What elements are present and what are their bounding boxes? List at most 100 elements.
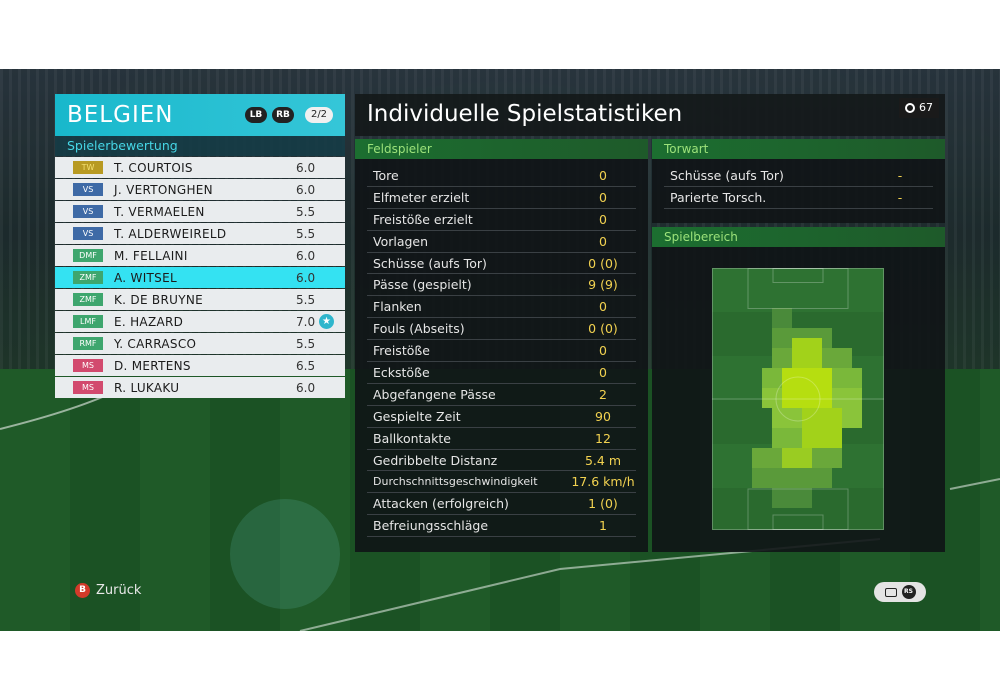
stat-row: Pässe (gespielt) 9 (9) [367, 274, 636, 297]
player-rating: 6.5 [296, 358, 316, 373]
stat-label: Schüsse (aufs Tor) [670, 167, 784, 183]
stat-row: Elfmeter erzielt 0 [367, 187, 636, 209]
stat-label: Elfmeter erzielt [373, 189, 470, 205]
position-badge: RMF [73, 337, 103, 350]
player-rating: 6.0 [296, 182, 316, 197]
player-row[interactable]: MS R. LUKAKU 6.0 [55, 377, 345, 398]
stat-label: Pässe (gespielt) [373, 277, 472, 293]
stat-value: 0 (0) [588, 255, 618, 271]
chat-control[interactable]: RS [874, 582, 926, 602]
stat-label: Fouls (Abseits) [373, 321, 465, 337]
stat-row: Fouls (Abseits) 0 (0) [367, 318, 636, 341]
stat-row: Tore 0 [367, 165, 636, 187]
stat-value: 0 (0) [588, 321, 618, 337]
stat-value: 12 [595, 430, 611, 446]
position-badge: VS [73, 205, 103, 218]
stat-row: Gedribbelte Distanz 5.4 m [367, 450, 636, 472]
stat-value: 5.4 m [584, 452, 622, 468]
player-row[interactable]: RMF Y. CARRASCO 5.5 [55, 333, 345, 354]
stat-row: Schüsse (aufs Tor) 0 (0) [367, 253, 636, 275]
position-badge: VS [73, 183, 103, 196]
stat-value: 0 [599, 299, 607, 315]
stat-value: 0 [599, 233, 607, 249]
player-row[interactable]: VS T. ALDERWEIRELD 5.5 [55, 223, 345, 244]
rb-button-icon[interactable]: RB [272, 107, 294, 123]
stat-row: Schüsse (aufs Tor) - [664, 165, 933, 187]
lb-button-icon[interactable]: LB [245, 107, 267, 123]
stat-label: Flanken [373, 299, 422, 315]
player-rating: 5.5 [296, 336, 316, 351]
player-name: E. HAZARD [114, 314, 184, 329]
player-rating: 6.0 [296, 380, 316, 395]
stat-label: Parierte Torsch. [670, 189, 767, 205]
stat-label: Ballkontakte [373, 430, 451, 446]
match-timer: 67 [899, 98, 939, 118]
stat-row: Gespielte Zeit 90 [367, 406, 636, 428]
stat-value: - [897, 189, 903, 205]
stat-value: 0 [599, 343, 607, 359]
player-row[interactable]: DMF M. FELLAINI 6.0 [55, 245, 345, 266]
player-name: T. ALDERWEIRELD [114, 226, 227, 241]
player-list: TW T. COURTOIS 6.0 VS J. VERTONGHEN 6.0 VS T. V… [55, 157, 345, 398]
stat-value: 0 [599, 211, 607, 227]
player-rating-title: Spielerbewertung [55, 136, 345, 156]
timer-value: 67 [919, 101, 933, 114]
player-row[interactable]: VS T. VERMAELEN 5.5 [55, 201, 345, 222]
stat-value: 17.6 km/h [571, 474, 635, 490]
position-badge: MS [73, 381, 103, 394]
player-name: K. DE BRUYNE [114, 292, 203, 307]
play-area-section: Spielbereich [652, 227, 945, 552]
stat-label: Freistöße erzielt [373, 211, 473, 227]
stat-label: Gedribbelte Distanz [373, 452, 498, 468]
team-panel: BELGIEN LB RB 2/2 Spielerbewertung TW T. … [55, 94, 345, 398]
back-button[interactable]: B Zurück [75, 583, 141, 598]
stats-title: Individuelle Spielstatistiken [367, 101, 683, 127]
stat-label: Eckstöße [373, 364, 430, 380]
goalkeeper-stat-list: Schüsse (aufs Tor) - Parierte Torsch. - [652, 165, 945, 209]
player-rating: 5.5 [296, 226, 316, 241]
player-row[interactable]: VS J. VERTONGHEN 6.0 [55, 179, 345, 200]
field-player-header: Feldspieler [355, 139, 648, 159]
position-badge: VS [73, 227, 103, 240]
position-badge: ZMF [73, 293, 103, 306]
stat-label: Gespielte Zeit [373, 408, 461, 424]
stat-value: 1 (0) [588, 496, 618, 512]
player-row[interactable]: ZMF K. DE BRUYNE 5.5 [55, 289, 345, 310]
back-label: Zurück [96, 583, 142, 598]
player-rating: 5.5 [296, 292, 316, 307]
stat-value: 0 [599, 167, 607, 183]
player-name: T. COURTOIS [114, 160, 193, 175]
player-name: D. MERTENS [114, 358, 191, 373]
field-stat-list: Tore 0 Elfmeter erzielt 0 Freistöße erzielt 0… [355, 165, 648, 538]
stat-value: 0 [599, 364, 607, 380]
stat-value: 1 [599, 518, 607, 534]
stat-label: Tore [373, 167, 399, 183]
player-rating: 6.0 [296, 248, 316, 263]
stat-row: Parierte Torsch. - [664, 187, 933, 209]
team-header: BELGIEN LB RB 2/2 [55, 94, 345, 136]
stats-header: Individuelle Spielstatistiken 67 [355, 94, 945, 136]
stat-row: Durchschnittsgeschwindigkeit 17.6 km/h [367, 471, 636, 494]
player-name: R. LUKAKU [114, 380, 180, 395]
stat-label: Vorlagen [373, 233, 429, 249]
stat-row: Flanken 0 [367, 296, 636, 319]
team-name: BELGIEN [67, 102, 174, 128]
player-name: A. WITSEL [114, 270, 177, 285]
star-icon: ★ [319, 314, 334, 329]
stat-value: - [897, 167, 903, 183]
player-row[interactable]: ZMF A. WITSEL 6.0 [55, 267, 345, 288]
stat-row: Eckstöße 0 [367, 362, 636, 384]
player-row[interactable]: LMF E. HAZARD 7.0 ★ [55, 311, 345, 332]
goalkeeper-header: Torwart [652, 139, 945, 159]
stat-label: Durchschnittsgeschwindigkeit [373, 475, 538, 489]
player-row[interactable]: MS D. MERTENS 6.5 [55, 355, 345, 376]
stat-value: 9 (9) [588, 277, 618, 293]
light-flare [230, 499, 340, 609]
player-row[interactable]: TW T. COURTOIS 6.0 [55, 157, 345, 178]
stat-row: Abgefangene Pässe 2 [367, 384, 636, 406]
b-button-icon: B [75, 583, 90, 598]
stat-row: Vorlagen 0 [367, 231, 636, 253]
stat-row: Freistöße erzielt 0 [367, 209, 636, 231]
player-name: Y. CARRASCO [114, 336, 197, 351]
player-rating: 6.0 [296, 160, 316, 175]
